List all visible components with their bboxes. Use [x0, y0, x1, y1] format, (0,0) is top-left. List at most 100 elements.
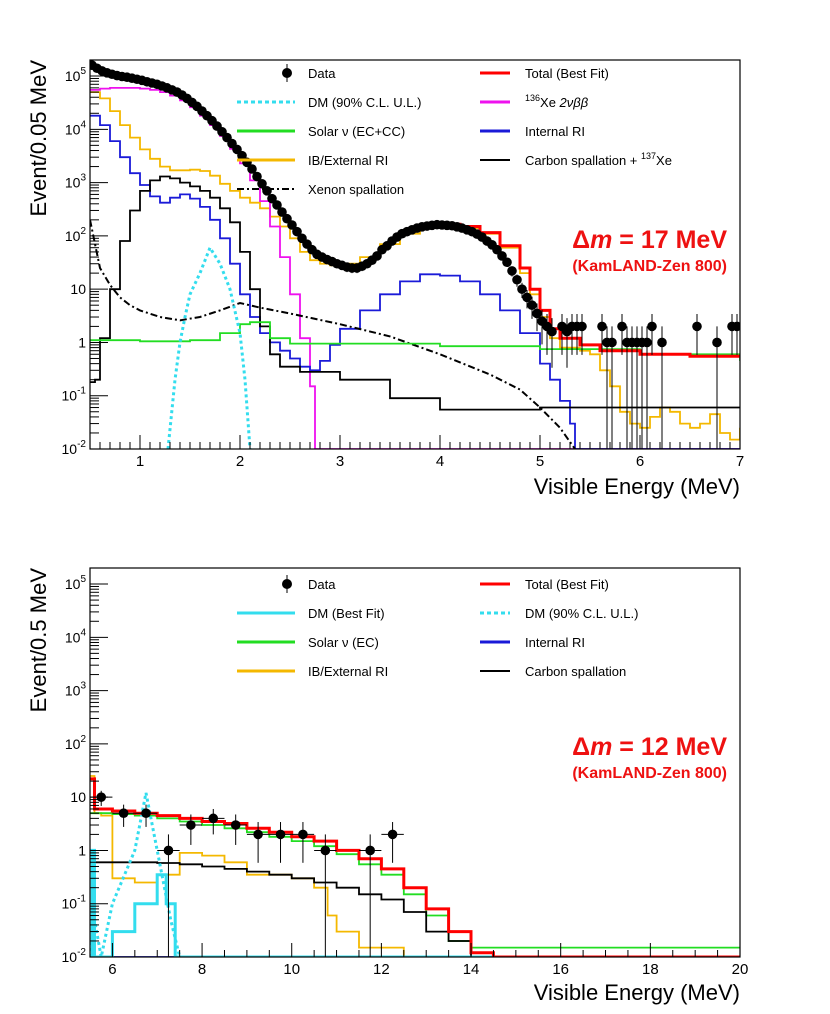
x-tick-label: 6 [108, 961, 116, 978]
y-tick-exp: -1 [77, 386, 86, 397]
y-tick-label: 104 [65, 627, 87, 645]
x-tick-label: 1 [136, 453, 144, 470]
data-point [387, 829, 398, 840]
series-internal-ri [90, 114, 740, 449]
y-tick-label: 10 [70, 789, 86, 805]
x-tick-label: 8 [198, 961, 206, 978]
y-tick-base: 10 [65, 629, 81, 645]
data-point [247, 164, 257, 174]
y-tick-label: 103 [65, 681, 87, 699]
series-total-best-fit- [90, 777, 740, 957]
plot-frame [89, 59, 741, 450]
data-point [657, 337, 667, 348]
y-tick-base: 10 [65, 228, 81, 244]
x-tick-label: 16 [552, 961, 569, 978]
data-point [275, 829, 286, 840]
data-point [617, 321, 627, 332]
data-point [642, 337, 652, 348]
data-point [208, 813, 219, 824]
data-point [272, 200, 282, 210]
data-point [532, 308, 542, 319]
data-point [527, 300, 537, 310]
y-tick-label: 1 [78, 334, 86, 350]
y-tick-label: 104 [65, 119, 87, 137]
data-point [163, 845, 174, 856]
series-dm-90-c-l-u-l- [166, 244, 252, 449]
data-point [237, 150, 247, 161]
legend-label: Solar ν (EC) [308, 635, 379, 650]
legend-label-part: Carbon spallation + [525, 153, 641, 168]
legend-item: Data [282, 64, 336, 82]
annotation-m: m [590, 226, 612, 254]
legend-item: Solar ν (EC) [237, 635, 379, 650]
x-tick-label: 7 [736, 453, 744, 470]
y-tick-exp: 2 [80, 734, 86, 745]
data-point [732, 321, 740, 332]
y-tick-label: 1 [78, 842, 86, 858]
annotation: Δm = 12 MeV (KamLAND-Zen 800) [572, 733, 727, 782]
y-tick-exp: 5 [80, 574, 86, 585]
x-tick-label: 12 [373, 961, 390, 978]
annotation-main: Δm = 17 MeV [572, 226, 727, 254]
series-carbon-spallation-137xe [90, 175, 740, 411]
legend-label: Carbon spallation + 137Xe [525, 151, 672, 168]
annotation-value: = 17 MeV [612, 226, 727, 254]
data-point [287, 220, 297, 230]
x-tick-label: 20 [732, 961, 749, 978]
legend-label: Solar ν (EC+CC) [308, 124, 405, 139]
annotation-value: = 12 MeV [612, 733, 727, 761]
data-point [692, 321, 702, 332]
y-tick-base: 10 [62, 388, 78, 404]
data-point [365, 845, 375, 856]
y-tick-base: 10 [62, 896, 78, 912]
y-tick-base: 10 [65, 576, 81, 592]
y-tick-exp: -2 [77, 439, 86, 450]
x-tick-label: 18 [642, 961, 659, 978]
series-carbon-spallation [90, 861, 740, 957]
legend-label: Internal RI [525, 635, 585, 650]
series-ib-external-ri [90, 775, 740, 957]
y-tick-exp: 3 [80, 681, 86, 692]
legend-item: IB/External RI [237, 153, 388, 168]
legend-label-sup: 137 [641, 151, 656, 161]
data-point [320, 845, 331, 856]
legend-label-part: Xe [656, 153, 672, 168]
data-point [607, 337, 617, 348]
y-tick-label: 105 [65, 574, 87, 592]
legend-label: DM (Best Fit) [308, 606, 385, 621]
y-tick-label: 102 [65, 734, 87, 752]
series-internal-ri [90, 849, 740, 957]
y-axis-label: Event/0.05 MeV [26, 60, 51, 217]
data-points [90, 790, 404, 957]
plot-area [90, 775, 740, 957]
legend-item: Solar ν (EC+CC) [237, 124, 405, 139]
y-tick-exp: -2 [77, 947, 86, 958]
data-point [502, 257, 512, 268]
legend-label: DM (90% C.L. U.L.) [308, 95, 421, 110]
data-point [517, 284, 527, 294]
y-tick-base: 10 [62, 441, 78, 457]
legend-item: DM (Best Fit) [237, 606, 385, 621]
legend-marker [282, 579, 292, 589]
legend-item: Internal RI [480, 124, 585, 139]
y-tick-label: 10-1 [62, 894, 87, 912]
y-tick-label: 10-2 [62, 947, 87, 965]
x-tick-label: 14 [463, 961, 480, 978]
legend-item: IB/External RI [237, 664, 388, 679]
data-point [230, 820, 241, 830]
legend-item: Carbon spallation + 137Xe [480, 151, 672, 168]
y-tick-label: 10-1 [62, 386, 87, 404]
data-point [647, 321, 657, 332]
legend-item: Carbon spallation [480, 664, 626, 679]
legend-label: Total (Best Fit) [525, 66, 609, 81]
x-tick-label: 3 [336, 453, 344, 470]
series-dm-best-fit- [90, 848, 740, 957]
annotation-delta: Δ [572, 733, 590, 761]
series-solar-ec-cc- [90, 321, 740, 361]
y-tick-exp: 4 [80, 119, 86, 130]
x-axis: 1 2 3 4 5 6 7 [89, 435, 744, 470]
legend-label: Data [308, 577, 336, 592]
